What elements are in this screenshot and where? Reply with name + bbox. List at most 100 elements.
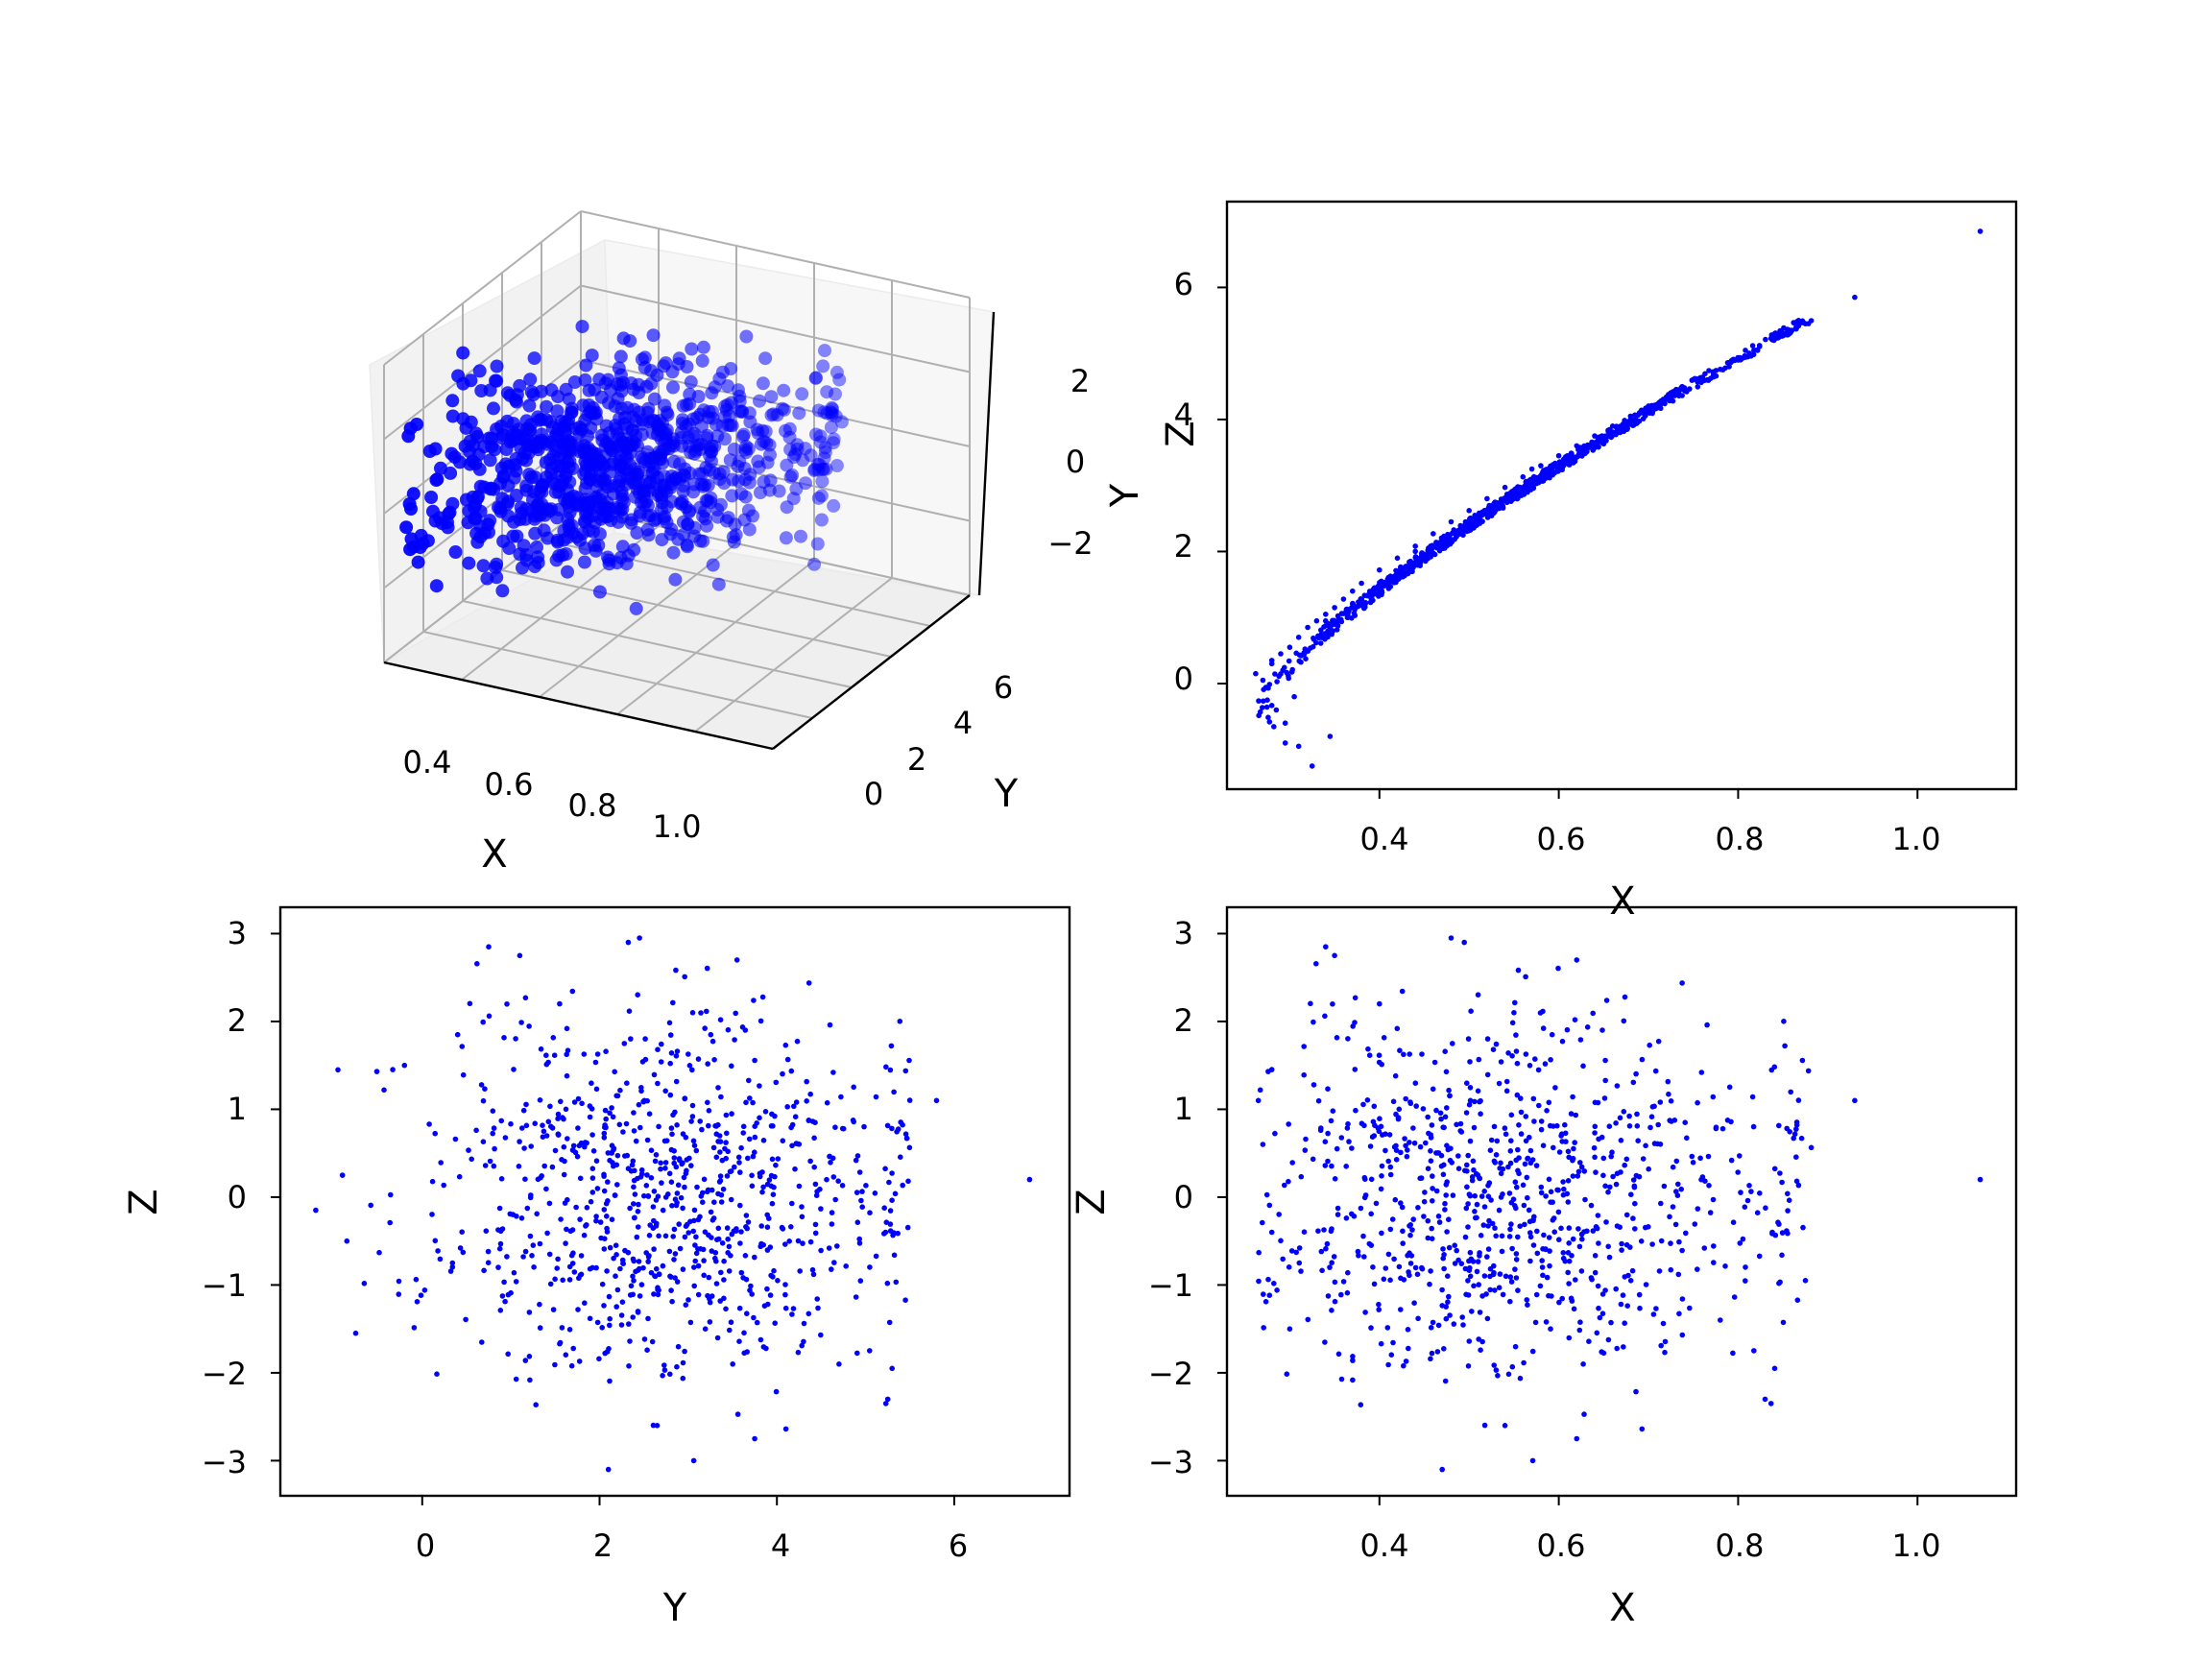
data-point [569,988,576,995]
data-point [697,1246,704,1252]
data-point [745,1219,752,1225]
data-point [1392,1072,1399,1079]
data-point [1409,568,1415,575]
data-point [1260,705,1265,710]
data-point [609,1105,614,1111]
data-point [1618,1169,1623,1175]
data-point [1776,1280,1782,1286]
data-point [1512,1266,1518,1272]
data-point [895,1230,901,1237]
data-point [1613,431,1619,438]
data-point [1663,394,1670,400]
data-point [1263,1191,1270,1198]
data-point [592,373,607,387]
data-point [1443,1192,1449,1198]
data-point [533,1402,539,1407]
data-point [782,1305,789,1311]
data-point [819,462,833,476]
data-point [1492,1225,1498,1231]
data-point [1636,1173,1643,1180]
data-point [543,1133,550,1139]
data-point [1448,538,1454,544]
data-point [1399,568,1406,575]
data-point [1679,1332,1686,1338]
data-point [668,572,683,587]
data-point [1468,1008,1474,1014]
data-point [1466,1338,1473,1344]
data-point [1502,1125,1508,1131]
data-point [1253,670,1259,677]
data-point [612,1192,618,1198]
data-point [1387,1277,1393,1284]
data-point [1428,1325,1434,1331]
data-point [1345,1036,1351,1042]
data-point [707,1319,713,1325]
data-point [578,1253,585,1259]
data-point [715,1225,722,1232]
data-point [1407,1232,1413,1238]
data-point [1361,1254,1367,1260]
data-point [523,373,538,387]
data-point [743,415,757,429]
data-point [1026,1176,1033,1183]
x-tick-label: 6 [949,1527,968,1564]
data-point [589,1080,594,1086]
data-point [1385,1361,1391,1368]
data-point [480,571,494,586]
data-point [749,1291,755,1297]
data-point [582,383,596,397]
data-point [1530,478,1536,485]
data-point [641,528,656,542]
data-point [701,1272,707,1279]
data-point [654,1265,660,1272]
data-point [1507,1274,1514,1280]
data-point [1565,1199,1572,1205]
data-point [499,1293,506,1299]
data-point [1344,1125,1351,1131]
data-point [601,1207,608,1213]
data-point [555,1131,562,1137]
data-point [827,498,841,513]
data-point [1467,1264,1473,1271]
data-point [756,376,770,391]
panel-y-z: 0 2 4 6 −3 −2 −1 0 1 2 3 Y Z [122,905,1071,1630]
data-point [669,1203,675,1209]
data-point [573,533,587,547]
data-point [1565,458,1572,464]
data-point [1673,1189,1679,1194]
data-point [725,1026,732,1033]
data-point [552,1361,558,1368]
data-point [1565,1269,1571,1276]
data-point [667,1092,674,1098]
data-point [683,1170,689,1177]
data-point [728,1253,733,1259]
data-point [744,1225,750,1232]
data-point [1265,1276,1271,1283]
data-point [1772,1232,1779,1238]
data-point [748,1283,754,1289]
data-point [1334,627,1340,633]
x-tick-label: 1.0 [1892,821,1941,857]
data-point [547,1103,553,1110]
data-point [736,1338,742,1344]
data-point [671,1155,678,1161]
data-point [1466,508,1472,514]
data-point [1474,519,1480,526]
data-point [1507,1226,1513,1233]
data-point [1527,1134,1532,1141]
data-point [482,1163,489,1168]
data-point [1515,967,1522,974]
data-point [1377,1000,1382,1007]
data-point [635,992,640,998]
data-point [723,1140,729,1145]
data-point [1420,1106,1427,1112]
data-point [1570,1236,1576,1242]
data-point [606,1346,612,1352]
data-point [1499,1248,1505,1255]
data-point [682,1348,687,1355]
data-point [1493,1041,1500,1047]
data-point [1630,1215,1636,1221]
data-point [563,1240,568,1246]
data-point [589,1166,596,1171]
data-point [1368,1325,1374,1331]
